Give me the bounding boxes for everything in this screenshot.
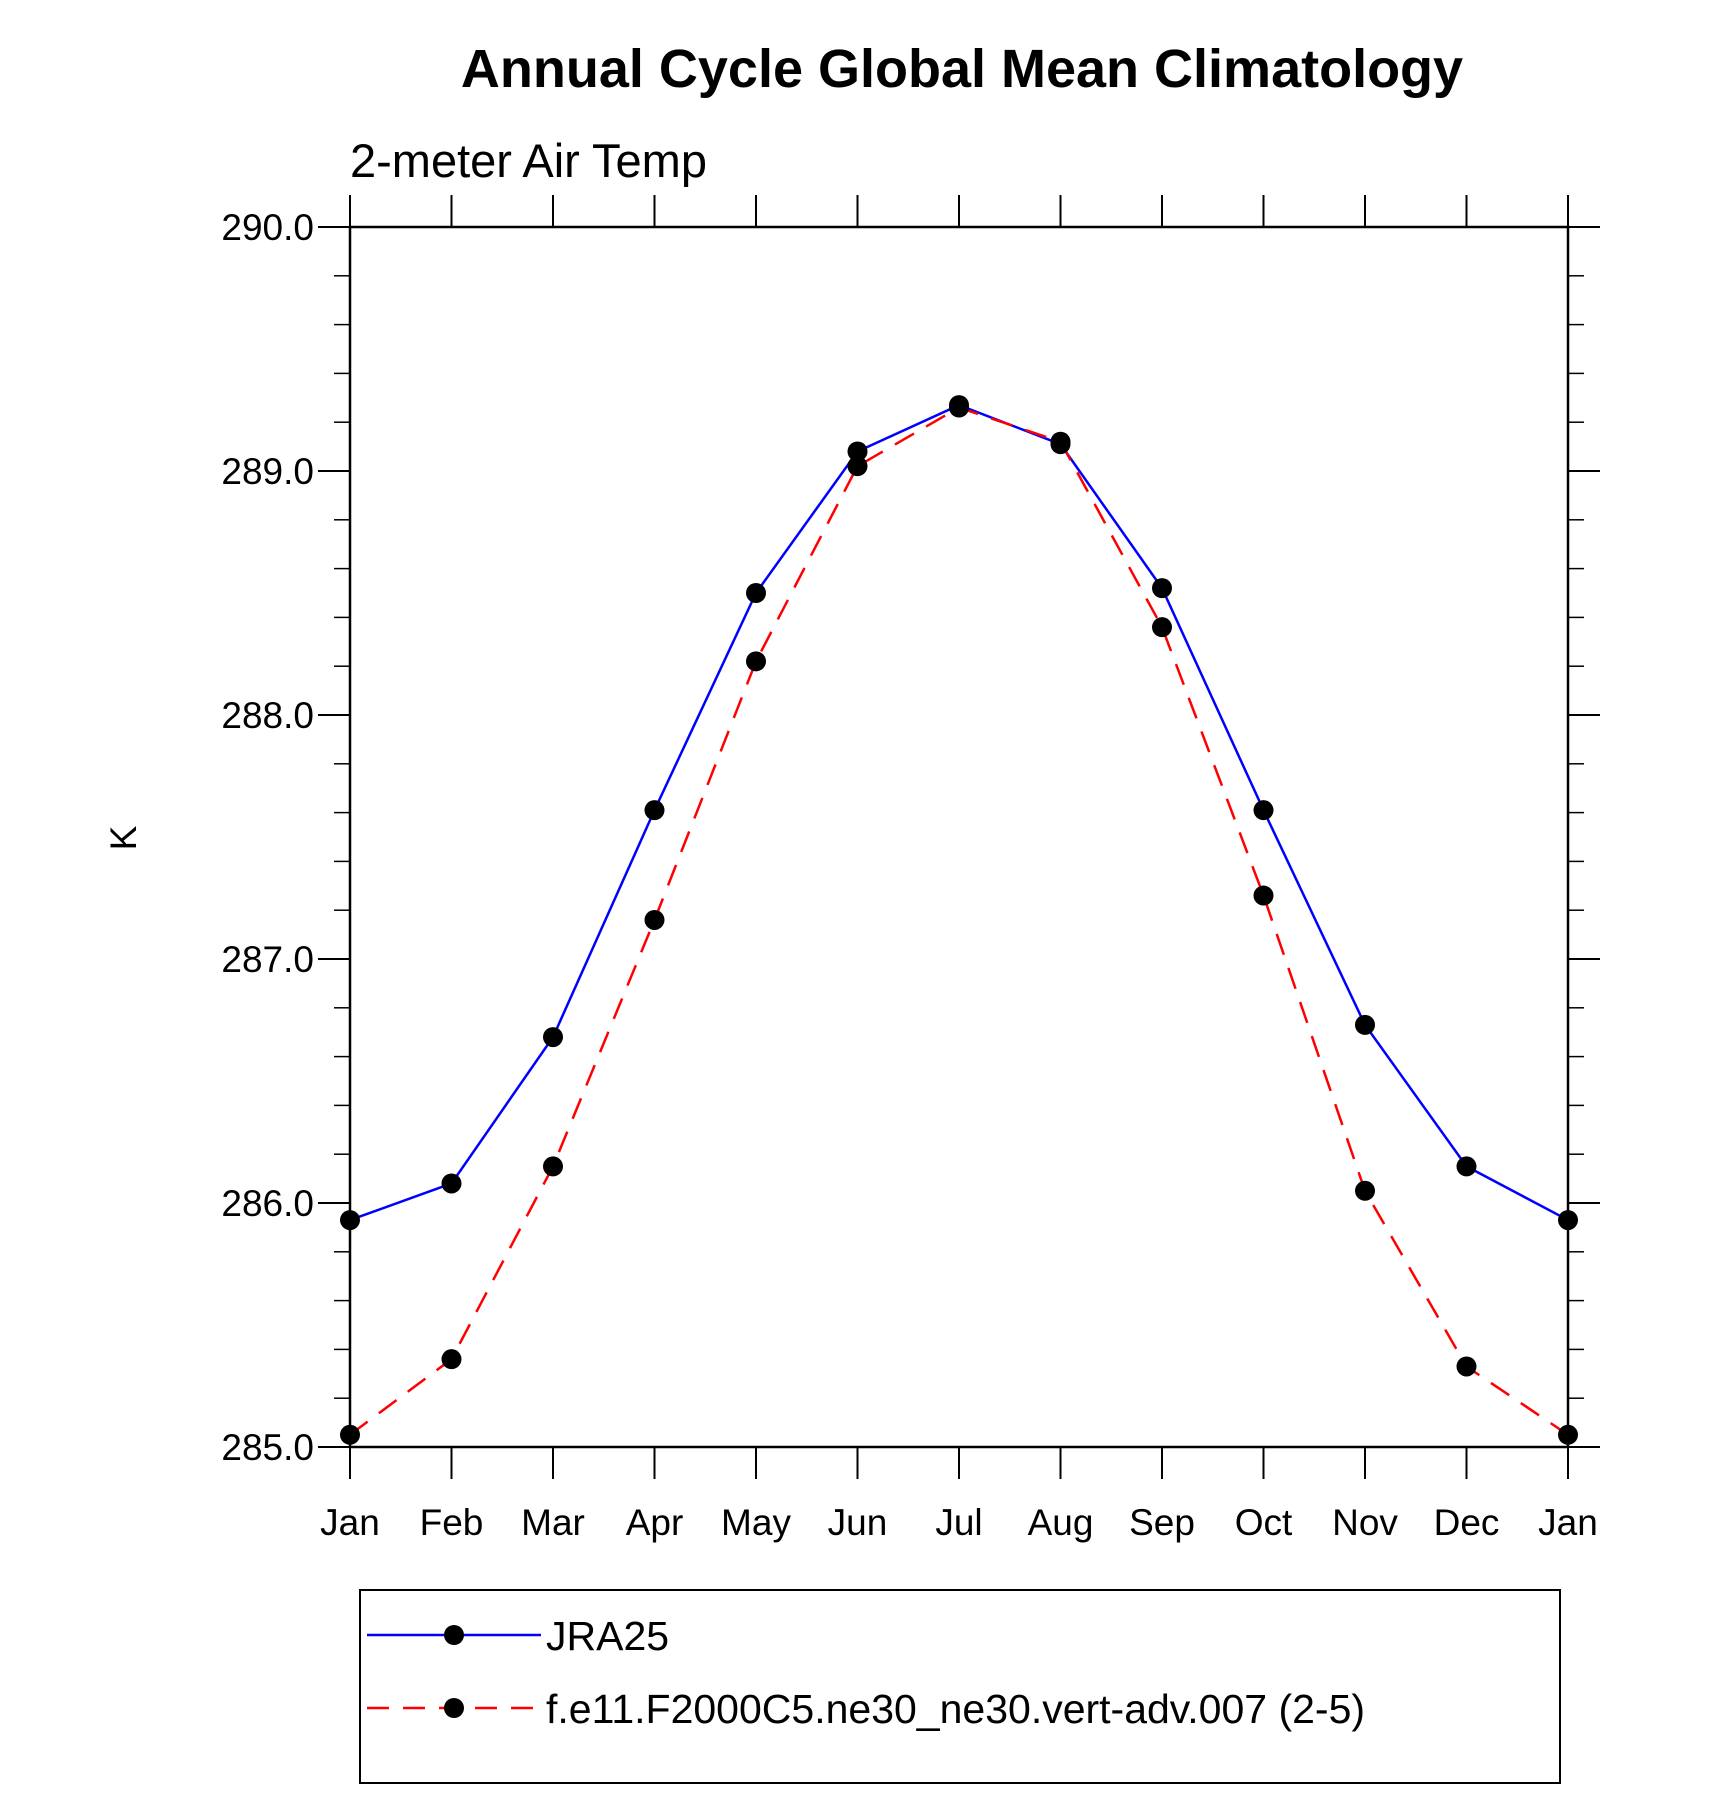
data-point-series-0 <box>847 441 868 462</box>
series-group <box>340 395 1578 1445</box>
data-point-series-1 <box>1355 1180 1375 1201</box>
legend-box <box>359 1589 1561 1784</box>
chart-subtitle: 2-meter Air Temp <box>350 134 707 187</box>
x-tick-label: Jun <box>828 1502 888 1543</box>
y-tick-label: 287.0 <box>221 939 314 980</box>
y-axis-label: K <box>103 825 144 850</box>
series-line-1 <box>349 406 1569 1436</box>
data-point-series-1 <box>644 909 665 930</box>
data-point-series-0 <box>1253 800 1274 821</box>
x-tick-label: Jul <box>935 1502 982 1543</box>
data-point-series-0 <box>1456 1156 1477 1177</box>
data-point-series-1 <box>1152 617 1172 638</box>
x-tick-label: Oct <box>1235 1502 1293 1543</box>
data-point-series-1 <box>949 397 969 418</box>
legend: JRA25 f.e11.F2000C5.ne30_ne30.vert-adv.0… <box>359 1589 1561 1784</box>
data-point-series-1 <box>1456 1356 1477 1377</box>
data-point-series-0 <box>1152 578 1172 599</box>
legend-marker-model <box>444 1698 464 1718</box>
x-tick-label: Apr <box>626 1502 684 1543</box>
data-point-series-1 <box>746 651 766 672</box>
axes-group: Jan Feb Mar Apr May Jun Jul Aug Sep Oct Nov Dec Jan2… <box>221 195 1600 1543</box>
data-point-series-0 <box>1355 1014 1375 1035</box>
x-tick-label: Jan <box>1538 1502 1598 1543</box>
x-tick-label: Mar <box>521 1502 585 1543</box>
data-point-series-0 <box>746 583 766 603</box>
y-tick-label: 285.0 <box>221 1427 314 1468</box>
data-point-series-1 <box>1050 431 1071 452</box>
x-tick-label: Aug <box>1028 1502 1094 1543</box>
x-tick-label: Nov <box>1332 1502 1398 1543</box>
x-tick-label: Sep <box>1129 1502 1195 1543</box>
y-tick-label: 290.0 <box>221 207 314 248</box>
x-tick-label: Dec <box>1434 1502 1500 1543</box>
x-tick-label: May <box>721 1502 791 1543</box>
legend-label-model: f.e11.F2000C5.ne30_ne30.vert-adv.007 (2-… <box>546 1686 1365 1732</box>
x-tick-label: Jan <box>320 1502 380 1543</box>
data-point-series-1 <box>1253 885 1274 906</box>
y-tick-label: 289.0 <box>221 451 314 492</box>
series-line-0 <box>349 403 1569 1222</box>
plot-frame <box>348 225 1570 1449</box>
legend-label-jra25: JRA25 <box>546 1613 669 1659</box>
legend-marker-jra25 <box>444 1625 464 1645</box>
x-tick-label: Feb <box>420 1502 484 1543</box>
data-point-series-1 <box>543 1156 563 1177</box>
data-point-series-0 <box>543 1027 563 1048</box>
chart-title: Annual Cycle Global Mean Climatology <box>461 39 1463 99</box>
data-point-series-1 <box>847 456 868 477</box>
data-point-series-1 <box>441 1349 462 1370</box>
data-point-series-0 <box>441 1173 462 1194</box>
data-point-series-0 <box>644 800 665 821</box>
y-tick-label: 286.0 <box>221 1183 314 1224</box>
y-tick-label: 288.0 <box>221 695 314 736</box>
